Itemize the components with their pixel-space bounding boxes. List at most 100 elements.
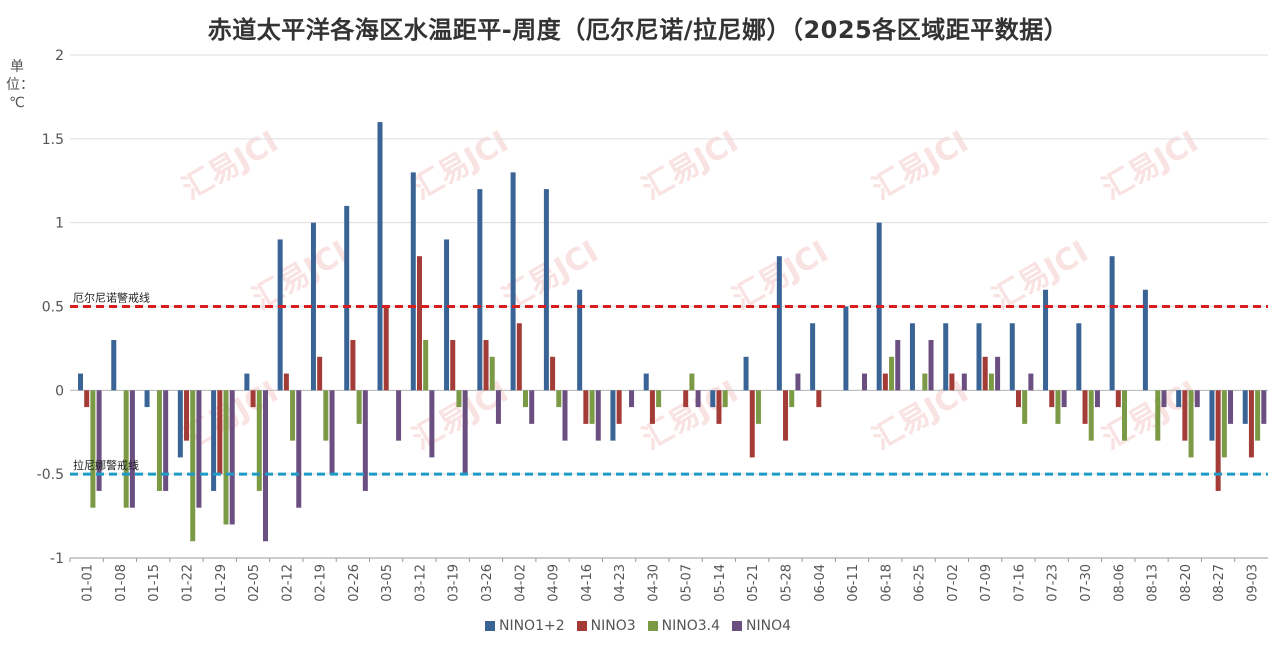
x-tick-label: 07-16 <box>1012 564 1027 602</box>
bar-nino4 <box>595 390 601 441</box>
bar-nino3 <box>616 390 622 424</box>
bar-nino3 <box>483 340 489 391</box>
bar-nino4 <box>296 390 302 508</box>
bar-nino3 <box>816 390 822 408</box>
y-tick-label: 1 <box>55 216 64 232</box>
bar-nino3-4 <box>556 390 562 408</box>
bar-nino3-4 <box>90 390 96 508</box>
bar-nino3-4 <box>523 390 529 408</box>
bar-nino1-2 <box>1109 256 1115 391</box>
x-tick-label: 04-02 <box>513 564 528 602</box>
x-tick-label: 02-26 <box>347 564 362 602</box>
bar-nino3-4 <box>988 373 994 391</box>
bar-nino3-4 <box>889 356 895 391</box>
x-tick-label: 08-13 <box>1146 564 1161 602</box>
bar-nino4 <box>462 390 468 475</box>
bar-nino3 <box>1115 390 1121 408</box>
x-tick-label: 05-28 <box>779 564 794 602</box>
bar-nino1-2 <box>643 373 649 391</box>
bar-nino4 <box>329 390 335 475</box>
bar-nino4 <box>895 340 901 391</box>
bar-nino3 <box>1015 390 1021 408</box>
bar-nino4 <box>362 390 368 491</box>
bar-nino1-2 <box>277 239 283 391</box>
bar-nino3 <box>217 390 223 475</box>
bar-nino1-2 <box>377 122 383 391</box>
bar-nino4 <box>629 390 635 408</box>
bar-nino1-2 <box>444 239 450 391</box>
bar-nino3 <box>1049 390 1055 408</box>
bar-nino1-2 <box>1076 323 1082 391</box>
x-tick-label: 04-09 <box>547 564 562 602</box>
bar-nino1-2 <box>543 189 549 391</box>
bar-nino4 <box>961 373 967 391</box>
bar-nino4 <box>1061 390 1067 408</box>
x-tick-label: 01-08 <box>114 564 129 602</box>
bar-nino4 <box>1161 390 1167 408</box>
y-tick-label: -0.5 <box>37 467 64 483</box>
legend-swatch <box>732 621 742 631</box>
x-tick-label: 06-11 <box>846 564 861 602</box>
bar-nino3 <box>1248 390 1254 458</box>
bar-nino3-4 <box>156 390 162 491</box>
watermark-logo: 汇易JCI <box>867 374 975 456</box>
bar-nino3-4 <box>423 340 429 391</box>
bar-nino3 <box>649 390 655 424</box>
bar-nino1-2 <box>909 323 915 391</box>
legend-label: NINO1+2 <box>498 618 565 634</box>
bar-nino3-4 <box>722 390 728 408</box>
legend-item: NINO3 <box>576 618 636 634</box>
bar-nino1-2 <box>177 390 183 458</box>
bar-nino4 <box>1094 390 1100 408</box>
bar-nino1-2 <box>1209 390 1215 441</box>
bar-nino3 <box>383 306 389 391</box>
x-tick-label: 08-20 <box>1179 564 1194 602</box>
bar-nino4 <box>995 356 1001 391</box>
bar-nino4 <box>262 390 268 542</box>
bar-nino3-4 <box>256 390 262 491</box>
bar-nino4 <box>861 373 867 391</box>
bar-nino3-4 <box>456 390 462 408</box>
bar-nino1-2 <box>1009 323 1015 391</box>
bar-nino1-2 <box>477 189 483 391</box>
x-tick-label: 06-04 <box>813 564 828 602</box>
legend-label: NINO3 <box>590 618 636 634</box>
legend-item: NINO1+2 <box>484 618 565 634</box>
y-tick-label: 1.5 <box>42 132 64 148</box>
x-tick-label: 03-26 <box>480 564 495 602</box>
bar-nino3 <box>1082 390 1088 424</box>
bar-nino3 <box>184 390 190 441</box>
bar-nino3-4 <box>589 390 595 424</box>
bar-nino3-4 <box>489 356 495 391</box>
legend-swatch <box>647 621 658 631</box>
x-tick-label: 03-12 <box>413 564 428 602</box>
watermark-logo: 汇易JCI <box>987 234 1095 316</box>
bar-nino3 <box>583 390 589 424</box>
x-tick-label: 01-01 <box>81 564 96 602</box>
bar-nino3-4 <box>1155 390 1161 441</box>
y-tick-label: -1 <box>50 551 64 567</box>
bar-nino1-2 <box>810 323 816 391</box>
bar-nino3-4 <box>1221 390 1227 458</box>
y-axis-unit-label: 单位：℃ <box>6 59 34 111</box>
legend-swatch <box>576 621 587 631</box>
watermark-logo: 汇易JCI <box>867 124 975 206</box>
bar-nino1-2 <box>976 323 982 391</box>
bar-nino3-4 <box>123 390 129 508</box>
bar-nino3-4 <box>1088 390 1094 441</box>
bar-nino3 <box>749 390 755 458</box>
x-tick-label: 08-27 <box>1212 564 1227 602</box>
bar-nino1-2 <box>710 390 716 408</box>
bar-nino4 <box>1228 390 1234 424</box>
bar-nino1-2 <box>1142 289 1148 391</box>
bar-nino4 <box>229 390 235 525</box>
bar-nino3 <box>416 256 422 391</box>
bar-nino4 <box>1028 373 1034 391</box>
x-tick-label: 09-03 <box>1245 564 1260 602</box>
bar-nino3-4 <box>656 390 662 408</box>
bar-nino3 <box>882 373 888 391</box>
bar-nino1-2 <box>244 373 250 391</box>
bar-nino3-4 <box>922 373 928 391</box>
bar-nino3 <box>283 373 289 391</box>
bar-nino1-2 <box>776 256 782 391</box>
